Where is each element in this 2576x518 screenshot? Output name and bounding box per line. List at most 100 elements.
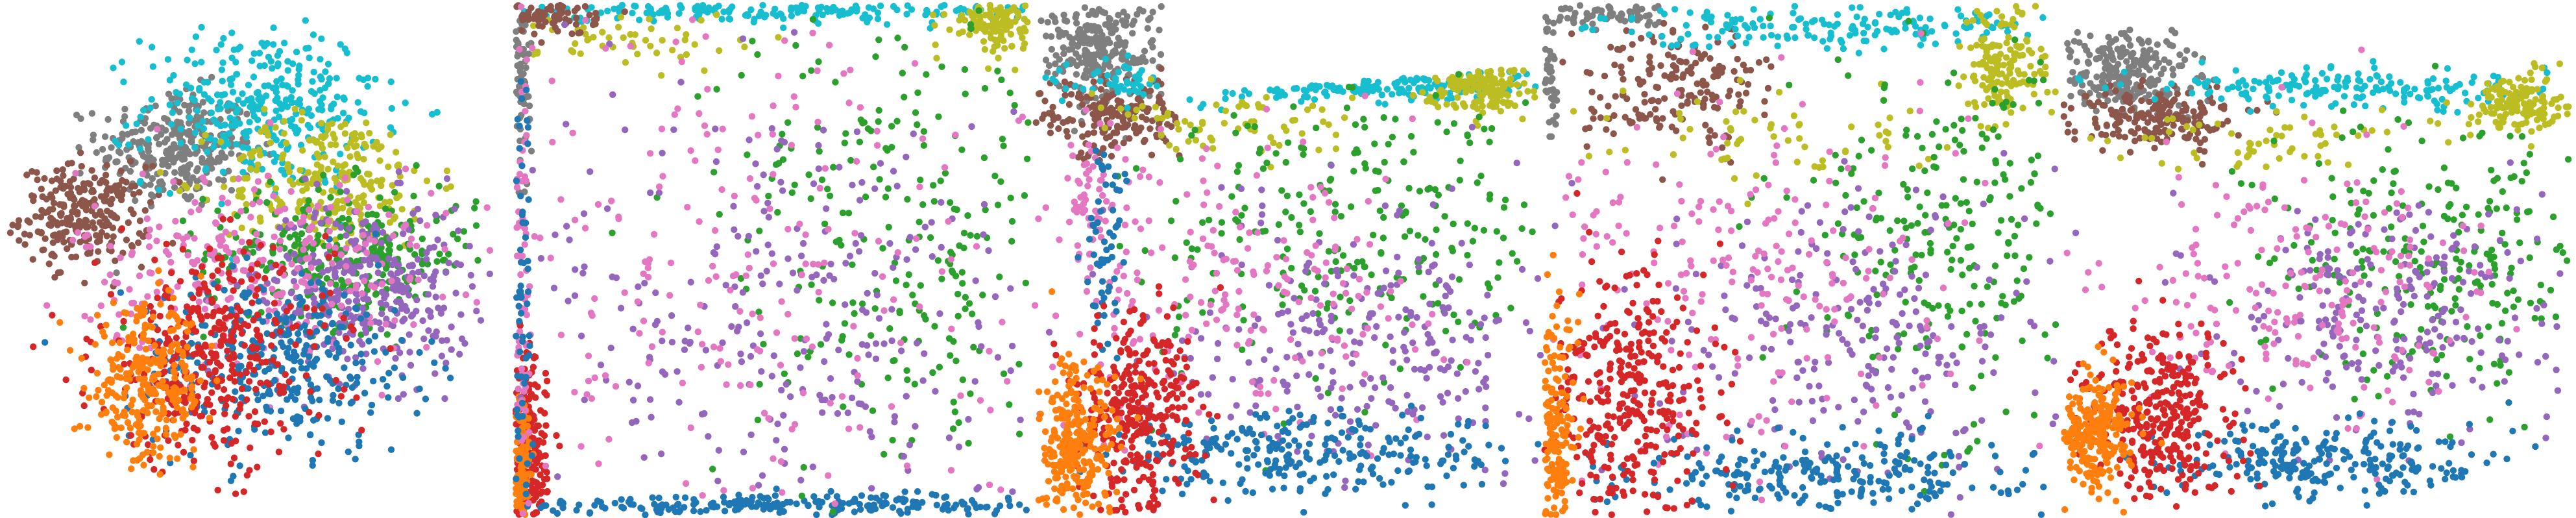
data-point-blue xyxy=(324,338,332,345)
data-point-brown xyxy=(42,209,49,216)
data-point-orange xyxy=(66,347,74,354)
data-point-purple xyxy=(659,149,666,156)
data-point-red xyxy=(154,294,161,302)
data-point-cyan xyxy=(629,9,636,17)
data-point-pink xyxy=(725,361,732,368)
data-point-red xyxy=(289,324,297,331)
data-point-purple xyxy=(552,231,559,238)
data-point-blue xyxy=(318,439,325,447)
data-point-green xyxy=(959,280,966,287)
data-point-red xyxy=(529,364,537,371)
data-point-purple xyxy=(928,219,935,226)
data-point-red xyxy=(185,314,193,321)
data-point-pink xyxy=(845,99,853,106)
data-point-cyan xyxy=(864,18,871,26)
data-point-brown xyxy=(64,160,72,167)
data-point-blue xyxy=(526,332,533,339)
data-point-purple xyxy=(420,272,428,280)
data-point-pink xyxy=(201,305,209,313)
data-point-blue xyxy=(524,140,531,147)
data-point-blue xyxy=(783,499,790,506)
data-point-pink xyxy=(518,3,525,10)
data-point-olive xyxy=(982,28,989,35)
data-point-red xyxy=(230,327,237,335)
data-point-red xyxy=(49,312,56,319)
data-point-green xyxy=(199,195,206,203)
data-point-blue xyxy=(311,357,319,365)
data-point-green xyxy=(472,222,480,229)
data-point-purple xyxy=(865,351,872,358)
data-point-blue xyxy=(868,507,875,514)
data-point-red xyxy=(147,456,154,463)
data-point-brown xyxy=(72,253,80,260)
data-point-pink xyxy=(406,241,413,249)
data-point-brown xyxy=(141,207,149,214)
data-point-brown xyxy=(103,232,110,240)
data-point-red xyxy=(230,454,238,462)
data-point-pink xyxy=(522,406,529,414)
data-point-orange xyxy=(107,356,114,364)
data-point-purple xyxy=(392,354,399,362)
data-point-purple xyxy=(395,395,402,402)
data-point-red xyxy=(261,418,268,425)
data-point-brown xyxy=(64,216,71,223)
data-point-pink xyxy=(115,311,123,318)
data-point-green xyxy=(179,217,187,225)
data-point-purple xyxy=(426,244,433,252)
data-point-brown xyxy=(103,191,110,199)
data-point-purple xyxy=(980,231,987,238)
data-point-olive xyxy=(361,181,368,188)
data-point-brown xyxy=(528,5,535,12)
data-point-gray xyxy=(93,149,100,156)
data-point-gray xyxy=(177,119,184,126)
data-point-cyan xyxy=(270,41,277,48)
data-point-green xyxy=(947,352,954,359)
data-point-purple xyxy=(452,290,459,297)
data-point-blue xyxy=(929,491,936,498)
data-point-pink xyxy=(174,283,181,290)
data-point-green xyxy=(965,439,972,447)
data-point-purple xyxy=(409,210,417,217)
data-point-blue xyxy=(313,328,321,335)
data-point-blue xyxy=(793,500,800,508)
data-point-pink xyxy=(97,302,104,310)
data-point-cyan xyxy=(718,16,725,23)
data-point-blue xyxy=(307,279,315,286)
data-point-brown xyxy=(131,182,139,190)
data-point-olive xyxy=(298,108,306,116)
data-point-purple xyxy=(668,338,676,346)
data-point-red xyxy=(234,304,241,311)
data-point-brown xyxy=(64,245,71,253)
data-point-pink xyxy=(948,325,955,332)
data-point-gray xyxy=(164,150,171,158)
data-point-olive xyxy=(272,185,280,192)
data-point-brown xyxy=(77,149,84,156)
data-point-purple xyxy=(737,351,744,358)
data-point-olive xyxy=(313,150,321,158)
data-point-red xyxy=(267,428,274,436)
data-point-olive xyxy=(376,203,384,210)
data-point-green xyxy=(875,106,882,114)
data-point-red xyxy=(322,232,329,240)
data-point-blue xyxy=(328,321,336,328)
data-point-cyan xyxy=(140,106,147,114)
data-point-cyan xyxy=(164,56,172,63)
data-point-cyan xyxy=(289,99,296,106)
data-point-orange xyxy=(127,369,134,376)
data-point-green xyxy=(914,121,921,129)
data-point-olive xyxy=(357,175,365,182)
data-point-purple xyxy=(972,277,979,284)
data-point-green xyxy=(396,244,404,251)
data-point-purple xyxy=(800,348,808,355)
data-point-gray xyxy=(199,99,207,106)
data-point-purple xyxy=(705,433,712,440)
data-point-brown xyxy=(42,235,49,242)
data-point-red xyxy=(306,409,313,416)
data-point-brown xyxy=(55,269,62,277)
data-point-blue xyxy=(550,507,557,514)
data-point-purple xyxy=(932,388,939,395)
data-point-red xyxy=(127,432,134,439)
data-point-purple xyxy=(853,128,861,136)
data-point-green xyxy=(903,367,910,374)
data-point-blue xyxy=(236,462,243,469)
